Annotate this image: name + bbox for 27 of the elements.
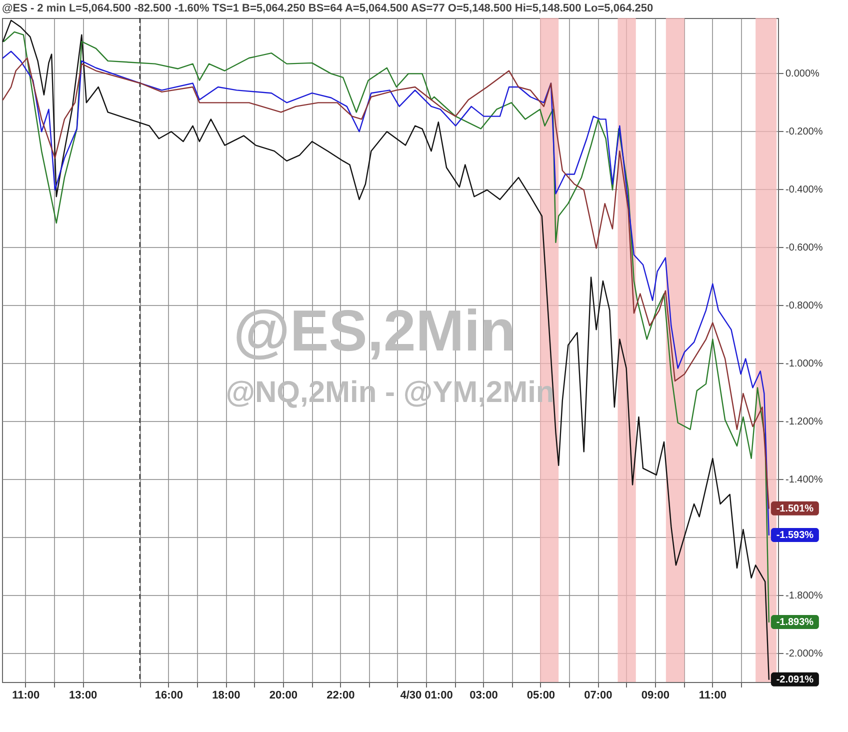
chart-title: @ES - 2 min L=5,064.500 -82.500 -1.60% TS=1 B=5,064.250 BS=64 A=5,064.500 AS=77 O=5,148.500 Hi=5,148.500 Lo=5,064.250 bbox=[2, 2, 654, 14]
y-tick-label: -2.000% bbox=[786, 648, 823, 660]
y-tick-label: -0.400% bbox=[786, 184, 823, 196]
x-tick-label: 07:00 bbox=[584, 690, 612, 702]
y-tick-label: -0.200% bbox=[786, 126, 823, 138]
x-tick-label: 22:00 bbox=[326, 690, 355, 702]
y-tick-label: 0.000% bbox=[786, 68, 820, 80]
y-tick-label: -1.200% bbox=[786, 416, 823, 428]
x-tick-label: 11:00 bbox=[698, 690, 726, 702]
y-tick-label: -1.800% bbox=[786, 590, 823, 602]
data-label: -1.593% bbox=[776, 530, 814, 541]
y-tick-label: -1.400% bbox=[786, 474, 823, 486]
y-tick-label: -0.600% bbox=[786, 242, 823, 254]
data-label: -1.501% bbox=[776, 503, 814, 514]
y-tick-label: -1.000% bbox=[786, 358, 823, 370]
data-label: -2.091% bbox=[776, 674, 814, 686]
x-tick-label: 13:00 bbox=[69, 690, 98, 702]
x-tick-label: 05:00 bbox=[526, 690, 556, 702]
x-tick-label: 09:00 bbox=[641, 690, 670, 702]
x-tick-label: 18:00 bbox=[212, 690, 240, 702]
data-label: -1.893% bbox=[776, 616, 814, 628]
x-tick-label: 20:00 bbox=[269, 690, 298, 702]
x-tick-label: 11:00 bbox=[12, 690, 40, 702]
x-tick-label: 16:00 bbox=[154, 690, 184, 702]
x-tick-label: 03:00 bbox=[470, 690, 498, 702]
y-tick-label: -0.800% bbox=[786, 300, 823, 312]
x-tick-label: 4/30 01:00 bbox=[400, 690, 453, 702]
